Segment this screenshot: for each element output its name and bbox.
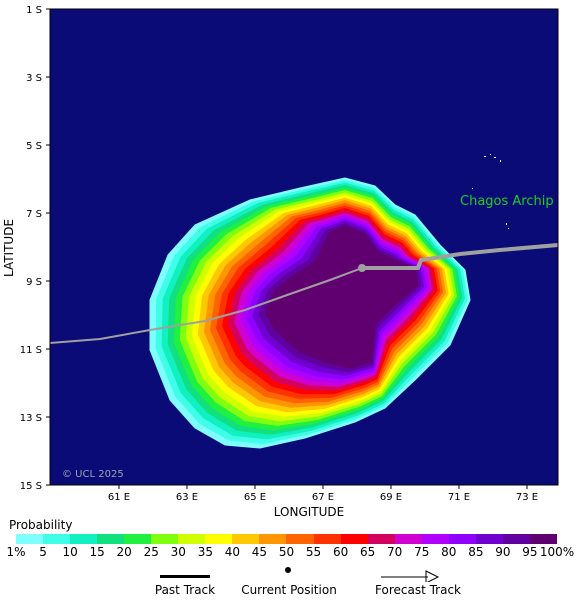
colorbar-label: 70	[387, 545, 403, 559]
colorbar-label: 55	[305, 545, 322, 559]
probability-contour-band	[264, 225, 419, 369]
probability-colorbar	[16, 534, 557, 544]
latitude-tick-label: 13 S	[20, 413, 42, 424]
colorbar-swatch	[529, 534, 557, 544]
colorbar-label: 85	[468, 545, 484, 559]
past-track-line	[49, 267, 363, 344]
colorbar-swatch	[16, 534, 44, 544]
colorbar-label: 75	[414, 545, 430, 559]
latitude-tick-label: 3 S	[26, 73, 42, 84]
colorbar-label: 15	[89, 545, 105, 559]
legend-title: Probability	[9, 518, 73, 532]
latitude-axis: 1 S 3 S 5 S 7 S 9 S 11 S 13 S 15 S	[20, 5, 50, 492]
colorbar-swatch	[70, 534, 98, 544]
x-axis-title: LONGITUDE	[274, 505, 344, 519]
colorbar-swatch	[178, 534, 206, 544]
longitude-axis: 61 E 63 E 65 E 67 E 69 E 71 E 73 E	[108, 485, 538, 503]
forecast-track-line	[362, 243, 559, 270]
colorbar-swatch	[448, 534, 476, 544]
colorbar-label: 65	[360, 545, 376, 559]
forecast-track-label: Forecast Track	[375, 583, 461, 597]
colorbar-swatch	[421, 534, 449, 544]
longitude-tick-label: 69 E	[380, 492, 402, 503]
longitude-tick-label: 63 E	[176, 492, 198, 503]
colorbar-label: 5	[39, 545, 47, 559]
colorbar-swatch	[259, 534, 287, 544]
colorbar-labels: 1% 5 10 15 20 25 30 35 40 45 50 55 60 65 70 75 80 85 90 95 1…	[0, 545, 580, 561]
latitude-tick-label: 15 S	[20, 481, 42, 492]
colorbar-label: 30	[170, 545, 186, 559]
y-axis-title: LATITUDE	[2, 219, 16, 277]
colorbar-swatch	[43, 534, 71, 544]
forecast-track-symbol	[381, 570, 440, 582]
strike-probability-map: Chagos Archip © UCL 2025 1 S 3 S 5 S 7 S 9 S…	[2, 5, 559, 519]
past-track-key: Past Track	[150, 566, 220, 597]
colorbar-label: 100%	[539, 545, 575, 559]
colorbar-label: 50	[278, 545, 295, 559]
colorbar-label: 45	[251, 545, 268, 559]
colorbar-swatch	[502, 534, 530, 544]
colorbar-label: 80	[441, 545, 457, 559]
probability-contours	[149, 177, 471, 449]
colorbar-label: 20	[116, 545, 132, 559]
longitude-tick-label: 61 E	[108, 492, 130, 503]
colorbar-label: 10	[62, 545, 78, 559]
map-border	[49, 8, 559, 486]
forecast-track-key: Forecast Track	[368, 566, 468, 597]
colorbar-swatch	[313, 534, 341, 544]
longitude-tick-label: 67 E	[312, 492, 334, 503]
longitude-tick-label: 71 E	[448, 492, 470, 503]
current-position-key: Current Position	[236, 566, 342, 597]
current-position-symbol	[285, 567, 291, 573]
past-track-symbol	[160, 575, 210, 578]
colorbar-label: 95	[522, 545, 538, 559]
current-position-marker	[358, 264, 366, 272]
copyright-label: © UCL 2025	[62, 469, 124, 480]
colorbar-label: 1%	[6, 545, 26, 559]
colorbar-swatch	[151, 534, 179, 544]
chagos-islands	[472, 154, 509, 229]
colorbar-swatch	[97, 534, 125, 544]
colorbar-swatch	[286, 534, 314, 544]
colorbar-swatch	[394, 534, 422, 544]
latitude-tick-label: 9 S	[26, 277, 42, 288]
latitude-tick-label: 11 S	[20, 345, 42, 356]
colorbar-label: 40	[224, 545, 241, 559]
longitude-tick-label: 73 E	[516, 492, 538, 503]
colorbar-swatch	[340, 534, 368, 544]
latitude-tick-label: 1 S	[26, 5, 42, 16]
longitude-tick-label: 65 E	[244, 492, 266, 503]
colorbar-swatch	[205, 534, 233, 544]
colorbar-swatch	[475, 534, 503, 544]
latitude-tick-label: 7 S	[26, 209, 42, 220]
past-track-label: Past Track	[154, 583, 216, 597]
colorbar-label: 35	[197, 545, 213, 559]
colorbar-swatch	[367, 534, 395, 544]
colorbar-label: 90	[495, 545, 511, 559]
colorbar-label: 60	[332, 545, 349, 559]
colorbar-swatch	[124, 534, 152, 544]
latitude-tick-label: 5 S	[26, 141, 42, 152]
place-label: Chagos Archip	[460, 194, 554, 209]
colorbar-label: 25	[143, 545, 159, 559]
track-key: Past Track Current Position Forecast Tra…	[0, 566, 580, 602]
current-position-label: Current Position	[241, 583, 337, 597]
colorbar-swatch	[232, 534, 260, 544]
